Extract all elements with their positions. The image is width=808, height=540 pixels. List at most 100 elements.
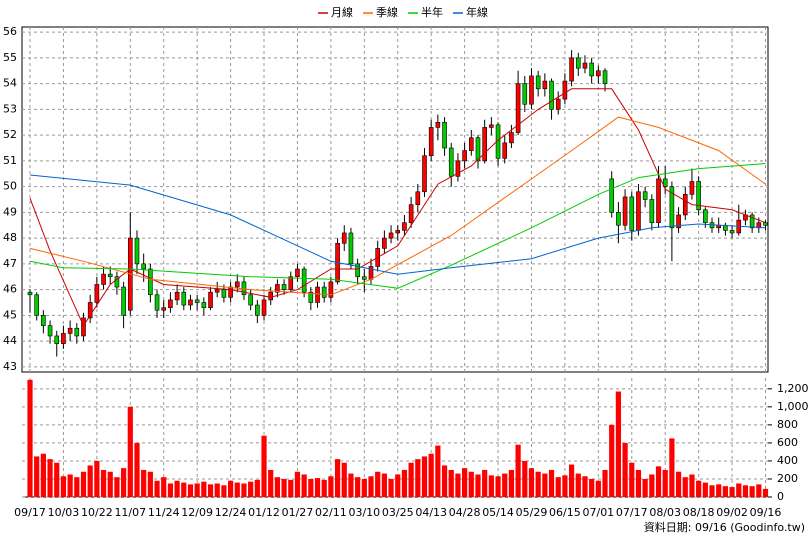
x-tick-label: 09/17 xyxy=(14,506,46,519)
candle-body xyxy=(589,62,594,77)
volume-bar xyxy=(294,471,301,497)
volume-tick-label: 1,000 xyxy=(777,400,808,413)
volume-bar xyxy=(762,488,769,497)
candle-body xyxy=(168,299,173,308)
candle-body xyxy=(67,327,73,334)
volume-bar xyxy=(127,406,133,497)
volume-bar xyxy=(54,462,60,497)
x-tick-label: 05/14 xyxy=(482,506,514,519)
volume-bar xyxy=(468,471,474,497)
x-tick-label: 09/16 xyxy=(750,506,782,519)
candle-body xyxy=(529,75,534,105)
y-tick-label: 49 xyxy=(3,205,17,218)
volume-bar xyxy=(114,477,120,497)
x-tick-label: 06/15 xyxy=(549,506,581,519)
candle-body xyxy=(656,178,661,223)
candle-body xyxy=(248,294,253,306)
candle-body xyxy=(596,70,601,77)
volume-bar xyxy=(448,469,454,497)
volume-bar xyxy=(589,478,595,497)
volume-bar xyxy=(395,474,401,497)
volume-bar xyxy=(268,469,274,497)
candle-body xyxy=(382,237,387,249)
candle-body xyxy=(101,273,106,285)
volume-bar xyxy=(281,478,287,497)
volume-bar xyxy=(696,480,702,497)
candle-body xyxy=(703,209,708,223)
volume-bar xyxy=(121,468,127,497)
x-tick-label: 01/12 xyxy=(248,506,280,519)
y-tick-label: 47 xyxy=(3,257,17,270)
candle-body xyxy=(107,273,113,278)
x-tick-label: 04/28 xyxy=(449,506,481,519)
candle-body xyxy=(422,155,427,193)
candle-body xyxy=(288,276,294,290)
volume-bar xyxy=(462,468,468,497)
volume-bar xyxy=(207,484,214,497)
candle-body xyxy=(402,222,407,231)
volume-bar xyxy=(348,473,354,497)
volume-tick-label: 0 xyxy=(777,490,784,503)
volume-bar xyxy=(355,477,361,497)
candle-body xyxy=(616,212,621,226)
candle-body xyxy=(729,230,735,234)
x-tick-label: 08/18 xyxy=(683,506,715,519)
volume-bar xyxy=(749,486,755,497)
volume-bar xyxy=(60,476,67,497)
candle-body xyxy=(629,196,635,231)
y-tick-label: 50 xyxy=(3,180,17,193)
candle-body xyxy=(435,121,441,128)
volume-bar xyxy=(368,476,374,497)
moving-average-line xyxy=(29,88,766,327)
candle-body xyxy=(395,230,401,234)
x-tick-label: 10/22 xyxy=(81,506,113,519)
volume-bar xyxy=(107,471,113,497)
candle-body xyxy=(569,57,574,82)
volume-bar xyxy=(669,438,675,497)
candle-body xyxy=(502,142,508,159)
candle-body xyxy=(662,178,668,187)
x-tick-label: 03/25 xyxy=(382,506,414,519)
volume-bar xyxy=(227,480,234,497)
candle-body xyxy=(81,317,86,337)
volume-bar xyxy=(488,475,494,497)
x-tick-label: 05/29 xyxy=(516,506,548,519)
candle-body xyxy=(676,214,681,229)
volume-bar xyxy=(562,475,568,497)
volume-panel xyxy=(22,378,768,497)
candle-body xyxy=(188,299,193,306)
volume-bar xyxy=(655,466,662,497)
volume-bar xyxy=(455,473,461,497)
volume-bar xyxy=(254,479,260,497)
volume-bar xyxy=(502,473,508,497)
candle-body xyxy=(141,263,146,270)
volume-bar xyxy=(308,478,314,497)
candle-body xyxy=(555,98,561,110)
candle-body xyxy=(194,299,200,303)
volume-bar xyxy=(642,478,648,497)
volume-bar xyxy=(602,469,608,497)
candle-body xyxy=(214,289,220,293)
volume-bar xyxy=(161,477,167,497)
volume-bar xyxy=(361,478,367,497)
candle-body xyxy=(315,286,320,303)
candle-body xyxy=(682,194,688,216)
candle-body xyxy=(562,80,568,100)
candle-body xyxy=(749,214,755,229)
volume-bar xyxy=(221,485,227,497)
volume-bar xyxy=(522,460,528,497)
volume-bar xyxy=(27,379,33,497)
volume-bar xyxy=(261,435,267,497)
volume-bar xyxy=(742,485,749,497)
volume-bar xyxy=(47,459,53,497)
volume-bar xyxy=(328,476,334,497)
x-tick-label: 07/01 xyxy=(582,506,614,519)
x-tick-label: 04/13 xyxy=(415,506,447,519)
candle-body xyxy=(161,307,167,311)
legend-label: 年線 xyxy=(466,5,488,19)
candle-body xyxy=(515,83,521,133)
candle-body xyxy=(442,121,447,149)
volume-bar xyxy=(595,480,601,497)
volume-bar xyxy=(248,481,254,497)
